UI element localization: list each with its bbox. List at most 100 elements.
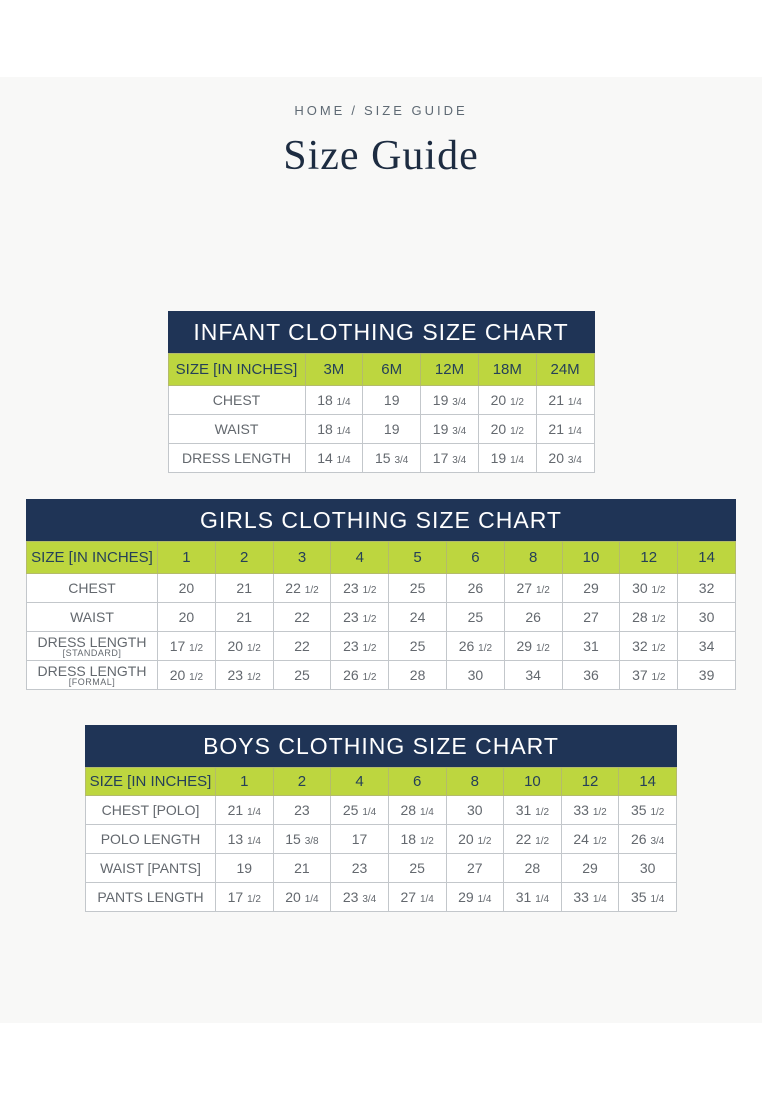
- fraction: 1/2: [510, 396, 524, 408]
- size-value-cell: 25: [388, 631, 447, 661]
- fraction: 1/2: [362, 642, 377, 654]
- fraction: 3/4: [452, 396, 467, 408]
- size-value-cell: 34: [503, 660, 563, 690]
- size-value-cell: 19: [362, 414, 422, 444]
- size-value-cell: 20 1/2: [477, 414, 537, 444]
- size-value-cell: 30: [445, 795, 505, 825]
- fraction: 3/4: [452, 425, 467, 437]
- fraction: 1/2: [535, 584, 550, 596]
- row-label: WAIST [PANTS]: [85, 853, 216, 883]
- fraction: 1/2: [651, 671, 666, 683]
- size-value-cell: 23 1/2: [330, 573, 390, 603]
- size-value-cell: 21 1/4: [535, 385, 595, 415]
- fraction: 1/2: [246, 671, 261, 683]
- fraction: 1/4: [419, 893, 434, 905]
- fraction: 1/2: [477, 835, 492, 847]
- size-value-cell: 23 3/4: [330, 882, 389, 912]
- fraction: 1/4: [567, 396, 582, 408]
- size-value-cell: 30: [618, 853, 677, 883]
- size-value-cell: 25: [445, 602, 505, 632]
- size-value-cell: 23: [272, 795, 332, 825]
- size-header-row: SIZE [IN INCHES] 1 2 4 6 8 10 12 14: [85, 767, 677, 796]
- size-header-cell: 10: [503, 767, 562, 796]
- fraction: 1/4: [304, 893, 319, 905]
- size-value-cell: 35 1/4: [618, 882, 677, 912]
- row-label: WAIST: [26, 602, 158, 632]
- size-value-cell: 30: [677, 602, 736, 632]
- row-label: CHEST [POLO]: [85, 795, 216, 825]
- fraction: 1/4: [535, 893, 550, 905]
- fraction: 1/4: [650, 893, 665, 905]
- size-value-cell: 21: [272, 853, 332, 883]
- row-label: DRESS LENGTH [FORMAL]: [26, 660, 158, 690]
- breadcrumb-home-link[interactable]: HOME: [294, 103, 346, 118]
- size-value-cell: 34: [677, 631, 736, 661]
- size-value-cell: 31 1/4: [503, 882, 562, 912]
- infant-size-chart: INFANT CLOTHING SIZE CHART SIZE [IN INCH…: [167, 311, 595, 473]
- size-value-cell: 25: [272, 660, 332, 690]
- fraction: 1/4: [477, 893, 492, 905]
- fraction: 1/4: [362, 806, 377, 818]
- size-value-cell: 21 1/4: [215, 795, 274, 825]
- size-header-cell: 3: [272, 541, 332, 574]
- fraction: 3/8: [304, 835, 319, 847]
- size-value-cell: 26: [445, 573, 505, 603]
- measurement-row: CHEST 18 1/4 19 19 3/4 20 1/2 21 1/4: [167, 385, 595, 415]
- size-value-cell: 30: [445, 660, 505, 690]
- size-value-cell: 20: [157, 602, 216, 632]
- size-value-cell: 29: [560, 853, 620, 883]
- measurement-row: CHEST 20 21 22 1/2 23 1/2 25 26 27 1/2 29 30 1/2 3…: [26, 573, 736, 603]
- boys-chart-title: BOYS CLOTHING SIZE CHART: [85, 725, 677, 767]
- fraction: 1/2: [510, 425, 524, 437]
- size-header-cell: 4: [330, 541, 390, 574]
- page-title: Size Guide: [283, 133, 479, 179]
- size-value-cell: 24 1/2: [560, 824, 620, 854]
- measurement-row: CHEST [POLO] 21 1/4 23 25 1/4 28 1/4 30 31 1/2…: [85, 795, 677, 825]
- size-value-cell: 22: [272, 631, 332, 661]
- fraction: 1/2: [651, 613, 666, 625]
- fraction: 1/2: [651, 642, 666, 654]
- girls-size-chart: GIRLS CLOTHING SIZE CHART SIZE [IN INCHE…: [26, 499, 736, 690]
- measurement-row: DRESS LENGTH [FORMAL] 20 1/2 23 1/2 25 26 1/2…: [26, 660, 736, 690]
- fraction: 1/4: [336, 454, 351, 466]
- size-header-cell: 3M: [304, 353, 364, 386]
- size-value-cell: 32 1/2: [619, 631, 679, 661]
- row-label: WAIST: [167, 414, 306, 444]
- size-value-cell: 32: [677, 573, 736, 603]
- row-label: DRESS LENGTH: [167, 443, 306, 473]
- size-value-cell: 20: [157, 573, 216, 603]
- fraction: 3/4: [650, 835, 665, 847]
- size-value-cell: 26 1/2: [445, 631, 505, 661]
- fraction: 1/2: [304, 584, 319, 596]
- fraction: 1/4: [592, 893, 607, 905]
- size-value-cell: 27: [561, 602, 621, 632]
- size-value-cell: 20 1/4: [272, 882, 332, 912]
- size-value-cell: 19 1/4: [477, 443, 537, 473]
- fraction: 1/2: [189, 642, 204, 654]
- size-value-cell: 14 1/4: [304, 443, 364, 473]
- size-value-cell: 29: [561, 573, 621, 603]
- size-value-cell: 21: [214, 573, 274, 603]
- fraction: 1/2: [247, 893, 261, 905]
- size-value-cell: 33 1/4: [560, 882, 620, 912]
- size-header-cell: 5: [388, 541, 447, 574]
- size-header-cell: 10: [561, 541, 621, 574]
- measurement-row: WAIST [PANTS] 19 21 23 25 27 28 29 30: [85, 853, 677, 883]
- breadcrumb-current: SIZE GUIDE: [363, 103, 468, 118]
- infant-chart-title: INFANT CLOTHING SIZE CHART: [167, 311, 595, 353]
- content-panel: HOME / SIZE GUIDE Size Guide INFANT CLOTHI…: [0, 77, 762, 1023]
- measurement-row: DRESS LENGTH [STANDARD] 17 1/2 20 1/2 22 23 1…: [26, 631, 736, 661]
- size-value-cell: 27 1/4: [387, 882, 447, 912]
- fraction: 1/2: [362, 671, 377, 683]
- fraction: 1/4: [419, 806, 434, 818]
- fraction: 1/4: [336, 425, 351, 437]
- size-value-cell: 19: [215, 853, 274, 883]
- row-sublabel: [FORMAL]: [68, 676, 116, 687]
- size-value-cell: 22 1/2: [272, 573, 332, 603]
- size-value-cell: 19 3/4: [420, 414, 479, 444]
- size-value-cell: 17 3/4: [420, 443, 479, 473]
- size-label-cell: SIZE [IN INCHES]: [26, 541, 158, 574]
- fraction: 1/4: [247, 806, 261, 818]
- size-header-cell: 8: [503, 541, 563, 574]
